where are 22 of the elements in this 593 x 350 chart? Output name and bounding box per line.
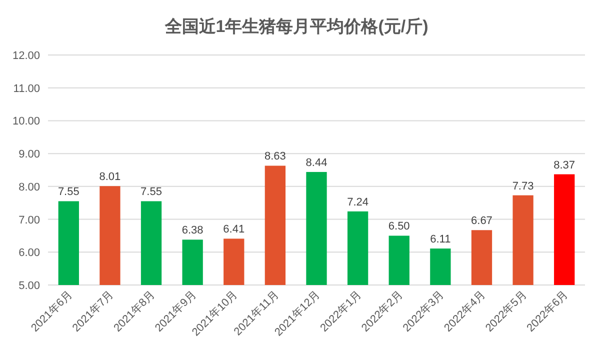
- y-tick-label: 5.00: [18, 280, 40, 292]
- y-tick-label: 9.00: [18, 148, 40, 161]
- data-label: 7.24: [347, 196, 369, 208]
- data-label: 6.11: [430, 234, 451, 246]
- data-label: 7.73: [512, 180, 534, 192]
- data-label: 8.44: [306, 156, 328, 169]
- data-label: 8.63: [264, 150, 286, 163]
- data-label: 8.01: [99, 171, 121, 184]
- chart-title: 全国近1年生猪每月平均价格(元/斤): [164, 17, 428, 36]
- data-label: 7.55: [140, 186, 162, 198]
- data-label: 6.38: [182, 224, 204, 237]
- y-tick-label: 8.00: [18, 181, 40, 194]
- data-label: 6.41: [223, 224, 245, 236]
- y-tick-label: 7.00: [18, 214, 40, 226]
- data-label: 6.67: [471, 215, 492, 228]
- y-tick-label: 6.00: [18, 247, 40, 260]
- data-label: 8.37: [554, 159, 576, 172]
- data-label: 7.55: [58, 186, 80, 198]
- y-tick-label: 10.00: [12, 116, 40, 128]
- data-label: 6.50: [388, 220, 410, 233]
- y-tick-label: 12.00: [12, 50, 40, 62]
- y-tick-label: 11.00: [13, 82, 40, 95]
